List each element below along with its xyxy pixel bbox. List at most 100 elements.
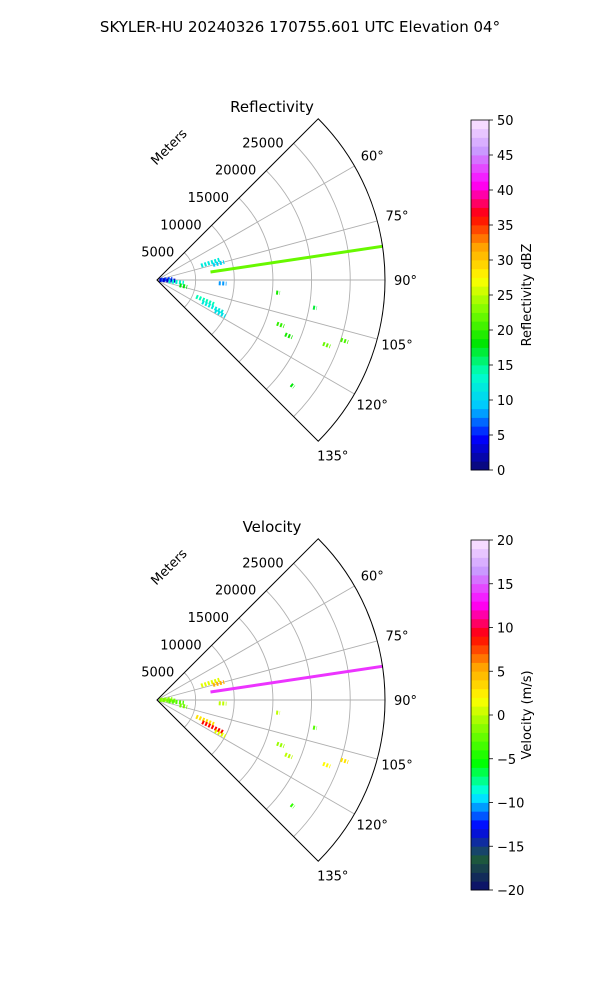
colorbar-bin [471, 303, 489, 313]
colorbar-bin [471, 461, 489, 471]
colorbar-bin [471, 347, 489, 357]
colorbar-bin [471, 295, 489, 305]
azimuth-tick-label: 135° [317, 870, 348, 885]
azimuth-gridline [156, 279, 378, 340]
echo-gate [214, 729, 227, 739]
azimuth-tick-label: 75° [386, 210, 409, 225]
echo-gate [212, 680, 225, 687]
colorbar-bin [471, 680, 489, 690]
colorbar-label: Velocity (m/s) [520, 670, 535, 759]
echo-gate [210, 664, 383, 694]
azimuth-gridline [156, 165, 355, 281]
colorbar-bin [471, 881, 489, 891]
panel-title: Reflectivity [230, 98, 314, 116]
azimuth-tick-label: 105° [381, 758, 412, 773]
echo-gate [168, 279, 185, 285]
colorbar-bin [471, 776, 489, 786]
azimuth-gridline [156, 699, 378, 760]
velocity-panel: Velocity 5000 10000 15000 20000 25000 60° 75° 90… [141, 518, 535, 899]
reflectivity-panel: Reflectivity 5000 10000 15000 20000 25000 60° 7… [141, 98, 535, 479]
colorbar-tick-label: 25 [497, 289, 514, 304]
echo-gate [160, 276, 173, 282]
colorbar-bin [471, 732, 489, 742]
colorbar-tick-label: 15 [497, 578, 514, 593]
range-tick-label: 5000 [141, 666, 174, 681]
echo-gate [276, 741, 285, 749]
colorbar-tick-label: 20 [497, 324, 514, 339]
azimuth-tick-label: 90° [394, 274, 417, 289]
colorbar-tick-label: 10 [497, 394, 514, 409]
colorbar-bin [471, 645, 489, 655]
range-tick-label: 10000 [160, 218, 201, 233]
colorbar-bin [471, 373, 489, 383]
echo-gate [322, 341, 331, 349]
colorbar-bin [471, 653, 489, 663]
range-tick-label: 5000 [141, 246, 174, 261]
range-axis-label: Meters [149, 546, 191, 588]
colorbar-bin [471, 426, 489, 436]
range-tick-label: 25000 [242, 556, 283, 571]
colorbar-bin [471, 443, 489, 453]
colorbar-tick-label: −15 [497, 840, 524, 855]
colorbar-bin [471, 688, 489, 698]
colorbar-bin [471, 400, 489, 410]
colorbar-bin [471, 741, 489, 751]
colorbar-bin [471, 120, 489, 130]
colorbar-bin [471, 846, 489, 856]
colorbar-bin [471, 706, 489, 716]
echo-gate [276, 321, 285, 329]
colorbar-bin [471, 163, 489, 173]
range-axis-label: Meters [149, 126, 191, 168]
colorbar-bin [471, 767, 489, 777]
colorbar-bin [471, 338, 489, 348]
colorbar-bin [471, 365, 489, 375]
azimuth-gridline [156, 279, 355, 395]
colorbar-bin [471, 750, 489, 760]
echo-gate [340, 757, 349, 764]
range-tick-label: 25000 [242, 136, 283, 151]
panel-title: Velocity [243, 518, 302, 536]
colorbar-bin [471, 566, 489, 576]
colorbar-tick-label: 30 [497, 254, 514, 269]
range-tick-label: 20000 [215, 164, 256, 179]
echo-gate [312, 305, 318, 311]
azimuth-tick-label: 105° [381, 338, 412, 353]
azimuth-tick-label: 75° [386, 630, 409, 645]
colorbar-bin [471, 268, 489, 278]
colorbar-bin [471, 671, 489, 681]
colorbar-bin [471, 601, 489, 611]
colorbar-label: Reflectivity dBZ [520, 244, 535, 347]
echo-gate [195, 294, 215, 307]
colorbar-bin [471, 697, 489, 707]
colorbar-bin [471, 417, 489, 427]
colorbar-bin [471, 382, 489, 392]
colorbar-tick-label: 0 [497, 464, 505, 479]
azimuth-tick-label: 90° [394, 694, 417, 709]
colorbar-bin [471, 802, 489, 812]
colorbar-bin [471, 207, 489, 217]
azimuth-tick-label: 60° [361, 570, 384, 585]
colorbar-bin [471, 286, 489, 296]
colorbar-bin [471, 811, 489, 821]
colorbar-bin [471, 137, 489, 147]
azimuth-gridline [156, 585, 355, 701]
colorbar-tick-label: 5 [497, 429, 505, 444]
echo-gate [322, 761, 331, 769]
colorbar-tick-label: 45 [497, 149, 514, 164]
colorbar-bin [471, 408, 489, 418]
colorbar-tick-label: −5 [497, 753, 516, 768]
colorbar-bin [471, 435, 489, 445]
colorbar-bin [471, 391, 489, 401]
echo-gate [284, 332, 293, 340]
colorbar-bin [471, 452, 489, 462]
colorbar-bin [471, 872, 489, 882]
colorbar-bin [471, 662, 489, 672]
colorbar-bin [471, 618, 489, 628]
colorbar-tick-label: 10 [497, 622, 514, 637]
colorbar-bin [471, 758, 489, 768]
azimuth-tick-label: 120° [357, 398, 388, 413]
colorbar-bin [471, 863, 489, 873]
echo-gate [160, 696, 173, 702]
colorbar-tick-label: −20 [497, 884, 524, 899]
colorbar-bin [471, 592, 489, 602]
